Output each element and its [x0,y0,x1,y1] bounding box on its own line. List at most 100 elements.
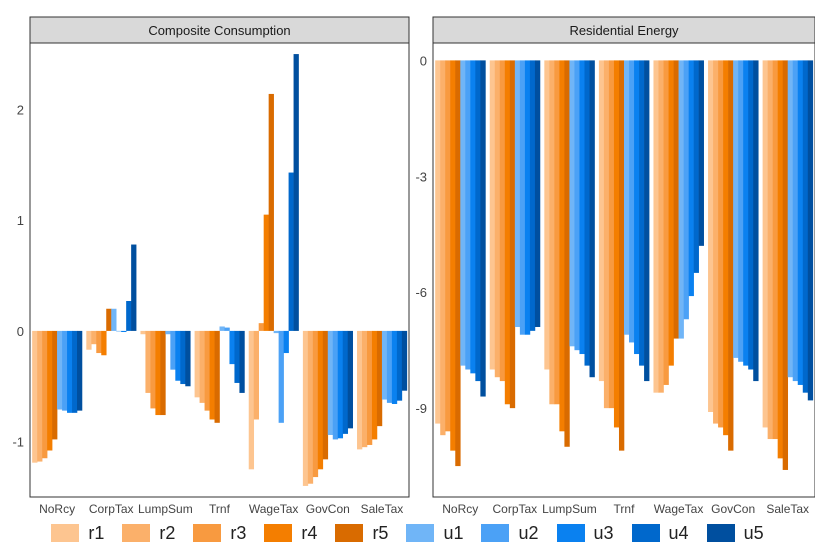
panel-strip [432,16,815,44]
legend-label: r4 [301,522,318,543]
bar-r1-trnf [598,60,605,382]
bar-u1-lumpsum [569,60,575,347]
x-tick-label: NoRcy [442,502,478,516]
bar-r2-lumpsum [549,60,555,405]
legend-item-u1: u1 [406,523,463,544]
bar-u2-govcon [332,330,339,440]
bar-r1-saletax [357,330,363,450]
bar-u3-saletax [391,330,398,404]
bar-r1-corptax [489,60,496,370]
bar-r2-saletax [767,60,773,440]
bar-r2-lumpsum [145,330,151,393]
bar-r4-govcon [317,330,324,470]
bar-r5-corptax [106,308,112,331]
bar-r2-trnf [603,60,610,409]
bar-u2-lumpsum [574,60,580,351]
x-tick-label: CorpTax [89,502,134,516]
bar-u3-corptax [524,60,531,335]
legend: r1 r2 r3 r4 r5 u1 u2 u3 u4 u5 [0,520,815,546]
panel-title: Residential Energy [569,23,679,38]
bar-u5-corptax [534,60,541,327]
bar-u1-saletax [787,60,794,378]
bar-r1-wagetax [653,60,659,393]
bar-u3-norcy [67,330,73,413]
bar-u2-govcon [738,60,744,362]
bar-r4-lumpsum [559,60,565,432]
x-tick-label: Trnf [614,502,636,516]
bar-u5-corptax [131,244,137,331]
bar-u4-corptax [529,60,536,331]
legend-label: u3 [593,522,614,543]
legend-item-u5: u5 [706,523,764,544]
bar-r3-govcon [718,60,724,428]
legend-label: u4 [668,522,689,543]
bar-r1-norcy [32,330,38,463]
bar-u5-trnf [644,60,650,382]
bar-r4-wagetax [668,60,674,366]
bar-r2-norcy [37,330,43,462]
bar-r3-norcy [42,330,48,459]
legend-swatch [193,524,222,542]
bar-r3-wagetax [258,323,264,331]
legend-label: r3 [230,522,247,543]
bar-u3-govcon [743,60,749,366]
legend-label: u2 [518,522,539,543]
bar-u4-lumpsum [180,330,186,385]
bar-u3-norcy [470,60,476,374]
bar-r1-lumpsum [544,60,550,370]
bar-u4-norcy [475,60,481,382]
bar-r2-trnf [199,330,205,403]
x-tick-label: SaleTax [361,502,404,516]
bar-r4-lumpsum [155,330,161,416]
bar-u3-corptax [121,330,127,333]
bar-u1-wagetax [273,330,279,334]
bar-r5-lumpsum [564,60,570,447]
legend-swatch [335,524,364,542]
panel-strip [29,16,410,44]
bar-u3-wagetax [283,330,289,354]
bar-u1-saletax [381,330,388,400]
bar-u2-wagetax [683,60,689,320]
bar-r4-corptax [101,330,107,356]
bar-r1-govcon [708,60,714,412]
panel-border [29,42,410,498]
x-tick-label: NoRcy [39,502,75,516]
bar-r3-saletax [772,60,778,440]
bar-r1-trnf [194,330,200,398]
bar-u5-norcy [480,60,486,397]
bar-r4-wagetax [263,214,269,331]
bar-u4-trnf [639,60,645,366]
bar-u5-norcy [76,330,83,411]
bar-u5-govcon [347,330,353,429]
legend-swatch [706,524,735,542]
x-tick-label: WageTax [249,502,299,516]
bar-u1-norcy [57,330,63,410]
bar-u2-corptax [116,330,122,332]
y-tick-label: 0 [420,53,427,68]
bar-u4-lumpsum [584,60,590,366]
bar-u4-norcy [72,330,78,413]
x-tick-label: WageTax [654,502,704,516]
legend-item-r5: r5 [335,523,388,544]
bar-u2-corptax [519,60,526,335]
y-tick-label: 2 [17,102,24,117]
bar-r2-corptax [91,330,97,345]
legend-label: r5 [372,522,389,543]
bar-u3-saletax [797,60,804,385]
chart-root: Composite Consumption -1 0 1 2 NoRcy CorpTax Lu… [12,16,815,516]
x-tick-label: LumpSum [138,502,193,516]
bar-u5-lumpsum [589,60,595,378]
bar-r1-lumpsum [140,330,146,335]
bar-u2-saletax [386,330,393,403]
legend-label: r1 [88,522,105,543]
bar-u5-trnf [239,330,245,393]
bar-r5-govcon [322,330,329,460]
bar-u3-trnf [634,60,640,355]
x-tick-label: CorpTax [493,502,538,516]
y-tick-label: -6 [415,285,427,300]
legend-item-r4: r4 [264,523,317,544]
bar-r3-govcon [312,330,319,478]
legend-item-r3: r3 [193,523,246,544]
bar-r5-lumpsum [160,330,166,416]
bar-u3-trnf [229,330,235,365]
